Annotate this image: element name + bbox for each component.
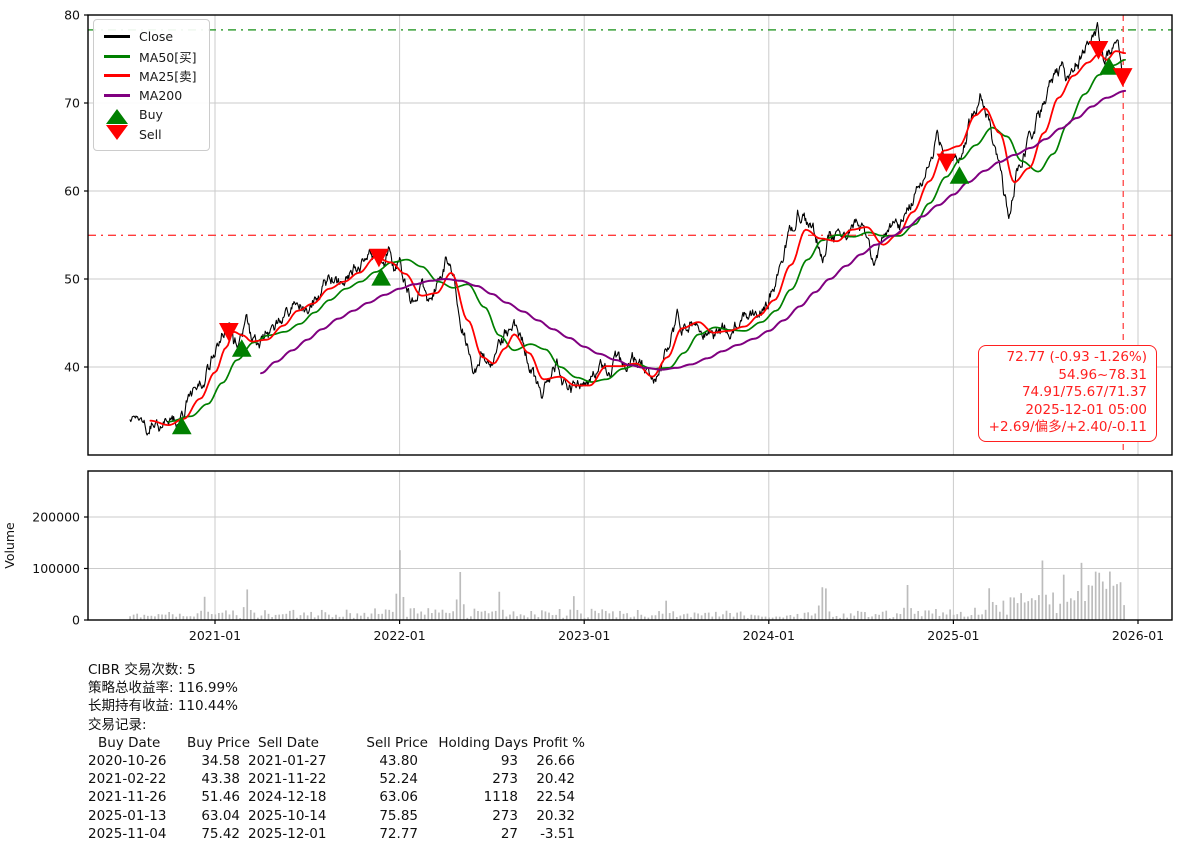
- col-buy-price: Buy Price: [186, 734, 250, 751]
- table-cell: 20.42: [536, 771, 575, 788]
- table-cell: 20.32: [536, 807, 575, 824]
- volume-tick-label: 200000: [32, 510, 80, 525]
- col-buy-date: Buy Date: [98, 734, 161, 751]
- callout-ma-values: 74.91/75.67/71.37: [1021, 384, 1147, 401]
- trade-table-body: 2020-10-26 34.58 2021-01-27 43.80 93 26.66 202…: [88, 752, 585, 843]
- trade-log-title: 交易记录:: [88, 716, 147, 733]
- legend-label: MA50[买]: [139, 49, 197, 65]
- table-cell: 75.42: [201, 825, 240, 842]
- col-profit: Profit %: [532, 734, 585, 751]
- trade-table-header: Buy Date Buy Price Sell Date Sell Price …: [88, 734, 585, 752]
- table-cell: 2025-01-13: [88, 807, 167, 824]
- table-row: 2025-01-13 63.04 2025-10-14 75.85 273 20.32: [88, 807, 585, 825]
- volume-tick-label: 100000: [32, 561, 80, 576]
- price-tick-label: 50: [64, 272, 80, 287]
- table-row: 2021-11-26 51.46 2024-12-18 63.06 1118 22.54: [88, 788, 585, 806]
- table-cell: 2020-10-26: [88, 753, 167, 770]
- table-cell: 27: [500, 825, 518, 842]
- table-row: 2021-02-22 43.38 2021-11-22 52.24 273 20.42: [88, 770, 585, 788]
- table-cell: 63.04: [201, 807, 240, 824]
- price-info-callout: 72.77 (-0.93 -1.26%) 54.96~78.31 74.91/7…: [977, 345, 1157, 442]
- callout-datetime: 2025-12-01 05:00: [1025, 401, 1147, 418]
- table-cell: 2021-02-22: [88, 771, 167, 788]
- legend-item-close: Close: [103, 27, 197, 47]
- legend-label: MA25[卖]: [139, 69, 197, 85]
- table-cell: 52.24: [379, 771, 418, 788]
- legend-label: Close: [139, 29, 174, 45]
- legend-item-ma200: MA200: [103, 86, 197, 106]
- close-line-swatch: [103, 35, 130, 39]
- callout-bias: +2.69/偏多/+2.40/-0.11: [988, 419, 1147, 436]
- table-cell: 43.80: [379, 753, 418, 770]
- buy-triangle-icon: [103, 108, 130, 124]
- legend-label: Sell: [139, 126, 162, 142]
- ma50-line-swatch: [103, 54, 130, 58]
- date-tick-label: 2023-01: [558, 628, 610, 643]
- table-cell: 273: [492, 771, 518, 788]
- strategy-return: 策略总收益率: 116.99%: [88, 680, 238, 697]
- legend-item-sell: Sell: [103, 125, 197, 145]
- table-cell: 2021-11-26: [88, 789, 167, 806]
- table-cell: 51.46: [201, 789, 240, 806]
- table-cell: -3.51: [540, 825, 575, 842]
- date-tick-label: 2026-01: [1112, 628, 1164, 643]
- chart-canvas: 40 50 60 70 80 0 100000 200000 2021-01 2022-01 202…: [2, 8, 1173, 643]
- table-cell: 2021-11-22: [248, 771, 327, 788]
- price-tick-label: 70: [64, 96, 80, 111]
- volume-axis-title: Volume: [2, 522, 17, 569]
- table-row: 2020-10-26 34.58 2021-01-27 43.80 93 26.66: [88, 752, 585, 770]
- col-sell-date: Sell Date: [258, 734, 319, 751]
- table-cell: 22.54: [536, 789, 575, 806]
- backtest-report: CIBR 交易次数: 5 策略总收益率: 116.99% 长期持有收益: 110…: [88, 661, 585, 843]
- date-tick-label: 2025-01: [927, 628, 979, 643]
- table-cell: 2025-10-14: [248, 807, 327, 824]
- table-cell: 43.38: [201, 771, 240, 788]
- legend-item-buy: Buy: [103, 105, 197, 125]
- ma25-line-swatch: [103, 74, 130, 78]
- legend-item-ma25: MA25[卖]: [103, 66, 197, 86]
- callout-last-price: 72.77 (-0.93 -1.26%): [1006, 349, 1147, 365]
- price-tick-label: 60: [64, 184, 80, 199]
- buy-hold-return: 长期持有收益: 110.44%: [88, 698, 238, 715]
- table-cell: 273: [492, 807, 518, 824]
- table-cell: 75.85: [379, 807, 418, 824]
- price-tick-label: 40: [64, 360, 80, 375]
- sell-triangle-icon: [103, 125, 130, 141]
- trade-count: CIBR 交易次数: 5: [88, 662, 196, 678]
- table-cell: 34.58: [201, 753, 240, 770]
- table-cell: 26.66: [536, 753, 575, 770]
- table-cell: 2025-11-04: [88, 825, 167, 842]
- col-sell-price: Sell Price: [366, 734, 428, 751]
- table-cell: 63.06: [379, 789, 418, 806]
- legend-label: Buy: [139, 107, 163, 123]
- table-row: 2025-11-04 75.42 2025-12-01 72.77 27 -3.51: [88, 825, 585, 843]
- legend: Close MA50[买] MA25[卖] MA200 Buy Sell: [93, 19, 210, 151]
- table-cell: 2021-01-27: [248, 753, 327, 770]
- table-cell: 1118: [483, 789, 518, 806]
- legend-label: MA200: [139, 87, 183, 103]
- legend-item-ma50: MA50[买]: [103, 47, 197, 67]
- table-cell: 72.77: [379, 825, 418, 842]
- ma200-line-swatch: [103, 93, 130, 97]
- date-tick-label: 2022-01: [373, 628, 425, 643]
- table-cell: 93: [500, 753, 518, 770]
- date-tick-label: 2021-01: [189, 628, 241, 643]
- table-cell: 2025-12-01: [248, 825, 327, 842]
- col-holding-days: Holding Days: [438, 734, 528, 751]
- volume-tick-label: 0: [72, 613, 80, 628]
- callout-range: 54.96~78.31: [1058, 366, 1147, 383]
- price-tick-label: 80: [64, 8, 80, 23]
- table-cell: 2024-12-18: [248, 789, 327, 806]
- date-tick-label: 2024-01: [743, 628, 795, 643]
